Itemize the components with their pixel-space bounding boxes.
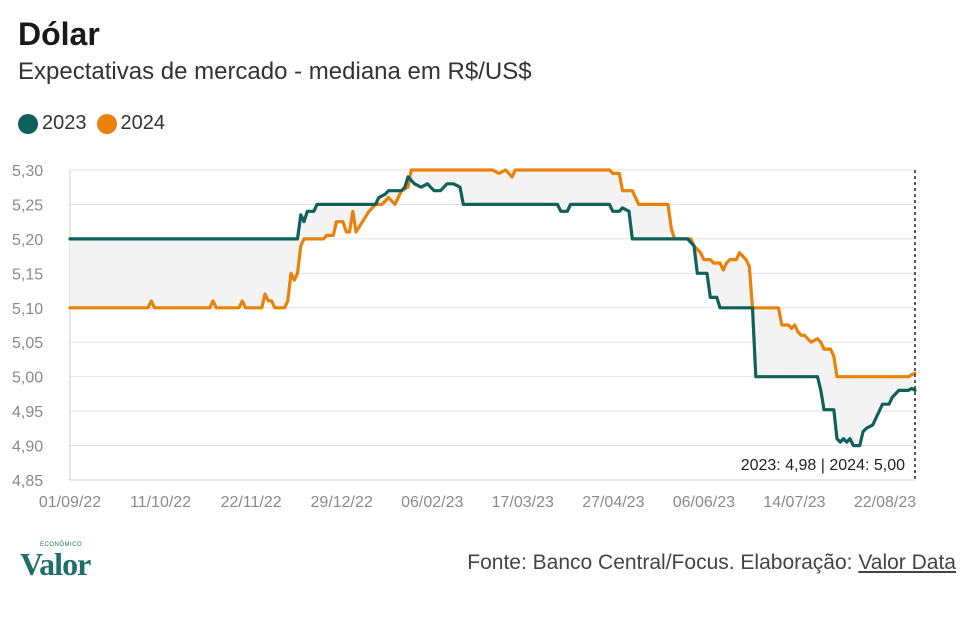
y-tick-label: 5,25 <box>12 197 43 214</box>
legend-label-2024: 2024 <box>120 112 166 134</box>
y-tick-label: 5,10 <box>12 301 43 318</box>
y-tick-label: 5,20 <box>12 232 43 249</box>
legend-item-2024: 2024 <box>96 112 166 135</box>
latest-values-annotation: 2023: 4,98 | 2024: 5,00 <box>741 457 905 474</box>
y-tick-label: 4,85 <box>12 473 43 490</box>
source-note: Fonte: Banco Central/Focus. Elaboração: … <box>467 551 956 575</box>
x-tick-label: 06/06/23 <box>673 494 735 511</box>
x-tick-label: 01/09/22 <box>39 494 101 511</box>
series-line-2024 <box>68 168 917 379</box>
x-tick-label: 06/02/23 <box>401 494 463 511</box>
x-tick-label: 27/04/23 <box>582 494 644 511</box>
x-tick-label: 29/12/22 <box>311 494 373 511</box>
line-chart: 5,30 5,25 5,20 5,15 5,10 5,05 5,00 4,95 4,90 4,85… <box>12 163 917 511</box>
logo-subtitle: ECONÔMICO <box>40 542 83 548</box>
legend-item-2023: 2023 <box>18 112 87 135</box>
logo-wordmark: Valor <box>20 546 91 582</box>
legend-swatch-2024 <box>96 113 117 134</box>
y-tick-label: 5,05 <box>12 335 43 352</box>
chart-title: Dólar <box>18 16 100 52</box>
series-line-2023 <box>68 175 917 448</box>
legend-label-2023: 2023 <box>42 112 87 134</box>
legend: 2023 2024 <box>18 112 175 135</box>
chart-subtitle: Expectativas de mercado - mediana em R$/… <box>18 58 532 85</box>
y-tick-label: 5,00 <box>12 370 43 387</box>
legend-swatch-2023 <box>18 113 38 134</box>
source-text: Fonte: Banco Central/Focus. Elaboração: <box>467 551 859 574</box>
y-tick-label: 4,95 <box>12 404 43 421</box>
source-link[interactable]: Valor Data <box>858 551 956 574</box>
y-tick-label: 4,90 <box>12 439 43 456</box>
y-tick-label: 5,30 <box>12 163 43 180</box>
x-tick-label: 22/11/22 <box>221 494 282 511</box>
x-tick-label: 17/03/23 <box>492 494 554 511</box>
x-tick-label: 22/08/23 <box>854 494 916 511</box>
x-tick-label: 11/10/22 <box>130 494 191 511</box>
x-tick-label: 14/07/23 <box>763 494 825 511</box>
y-tick-label: 5,15 <box>12 266 43 283</box>
